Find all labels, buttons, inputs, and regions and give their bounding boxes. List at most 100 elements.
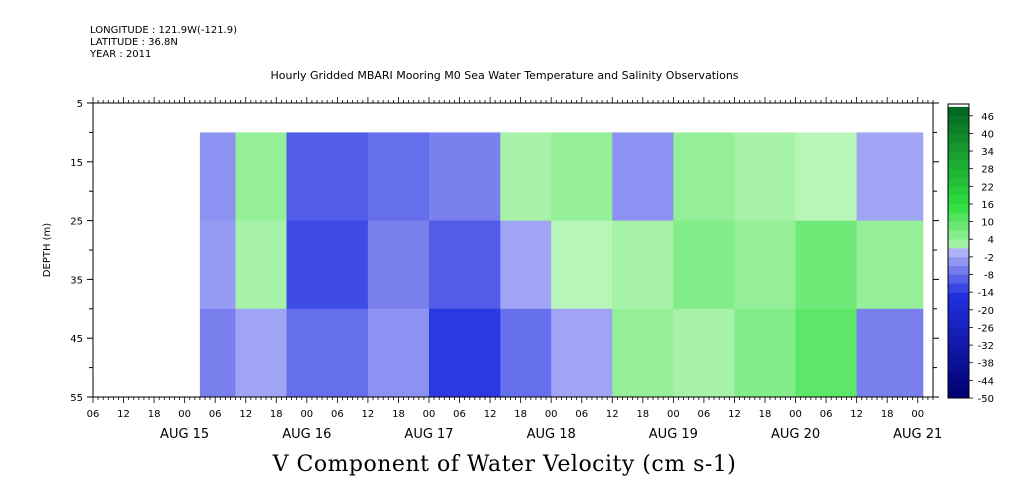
- x-day-label: AUG 16: [282, 427, 331, 442]
- heatmap-cell: [235, 308, 287, 398]
- x-day-label: AUG 20: [771, 427, 820, 442]
- heatmap-cell: [856, 220, 924, 310]
- latitude-label: LATITUDE : 36.8N: [90, 37, 178, 48]
- x-hour-label: 12: [117, 409, 130, 420]
- colorbar-label: -2: [984, 253, 994, 264]
- colorbar-swatch: [948, 353, 969, 363]
- x-hour-label: 06: [209, 409, 222, 420]
- heatmap-cell: [795, 132, 858, 222]
- y-axis-title: DEPTH (m): [42, 223, 53, 277]
- heatmap-cell: [235, 220, 287, 310]
- x-hour-label: 00: [667, 409, 680, 420]
- heatmap-cell: [734, 132, 797, 222]
- colorbar-swatch: [948, 380, 969, 390]
- colorbar-swatch: [948, 389, 969, 399]
- x-hour-label: 12: [239, 409, 252, 420]
- colorbar-label: -8: [984, 271, 994, 282]
- x-hour-label: 00: [545, 409, 558, 420]
- heatmap-cell: [367, 308, 430, 398]
- x-hour-label: 12: [484, 409, 497, 420]
- x-hour-label: 18: [514, 409, 527, 420]
- y-tick-label: 25: [70, 217, 83, 228]
- x-hour-label: 00: [178, 409, 191, 420]
- colorbar-swatch: [948, 115, 969, 125]
- colorbar-swatch: [948, 318, 969, 328]
- heatmap-cell: [367, 132, 430, 222]
- heatmap-cell: [429, 308, 501, 398]
- heatmap-cell: [429, 220, 501, 310]
- x-hour-label: 18: [759, 409, 772, 420]
- x-day-label: AUG 18: [527, 427, 576, 442]
- colorbar-swatch: [948, 248, 969, 258]
- colorbar-swatch: [948, 274, 969, 284]
- x-hour-label: 18: [636, 409, 649, 420]
- x-axis-title: V Component of Water Velocity (cm s-1): [272, 452, 737, 477]
- colorbar-label: 46: [981, 112, 994, 123]
- x-hour-label: 00: [423, 409, 436, 420]
- colorbar-swatch: [948, 186, 969, 196]
- colorbar-swatch: [948, 239, 969, 249]
- colorbar-swatch: [948, 159, 969, 169]
- colorbar-swatch: [948, 142, 969, 152]
- colorbar-frame: [947, 103, 970, 399]
- heatmap-cell: [612, 308, 674, 398]
- x-hour-label: 18: [392, 409, 405, 420]
- x-hour-label: 00: [911, 409, 924, 420]
- colorbar-swatch: [948, 345, 969, 355]
- x-hour-label: 06: [87, 409, 100, 420]
- heatmap-cell: [235, 132, 287, 222]
- colorbar-swatch: [948, 204, 969, 214]
- colorbar-label: -50: [978, 394, 994, 405]
- y-tick-label: 55: [70, 393, 83, 404]
- colorbar-swatch: [948, 106, 969, 116]
- heatmap-cell: [199, 132, 236, 222]
- x-hour-label: 18: [881, 409, 894, 420]
- heatmap-cell: [673, 220, 735, 310]
- heatmap-cell: [199, 220, 236, 310]
- heatmap-cell: [795, 308, 858, 398]
- colorbar-swatch: [948, 362, 969, 372]
- heatmap-cell: [734, 308, 797, 398]
- x-hour-label: 12: [606, 409, 619, 420]
- colorbar-swatch: [948, 124, 969, 134]
- heatmap-cell: [286, 220, 369, 310]
- x-day-label: AUG 19: [649, 427, 698, 442]
- colorbar-label: -38: [978, 359, 994, 370]
- colorbar-label: -14: [978, 288, 994, 299]
- heatmap-cell: [612, 220, 674, 310]
- heatmap-cell: [612, 132, 674, 222]
- heatmap-cell: [856, 308, 924, 398]
- y-tick-label: 45: [70, 334, 83, 345]
- colorbar-label: 28: [981, 165, 994, 176]
- heatmap-cell: [500, 132, 552, 222]
- x-day-label: AUG 17: [404, 427, 453, 442]
- x-hour-label: 06: [453, 409, 466, 420]
- colorbar-swatch: [948, 309, 969, 319]
- heatmap-cell: [551, 132, 613, 222]
- colorbar-label: -32: [978, 341, 994, 352]
- heatmap-cell: [286, 308, 369, 398]
- x-hour-label: 18: [148, 409, 161, 420]
- colorbar-swatch: [948, 301, 969, 311]
- colorbar-label: 4: [988, 235, 994, 246]
- heatmap-cell: [551, 220, 613, 310]
- colorbar-label: 40: [981, 129, 994, 140]
- colorbar-swatch: [948, 212, 969, 222]
- heatmap-cell: [673, 132, 735, 222]
- colorbar-swatch: [948, 133, 969, 143]
- colorbar-label: -44: [978, 376, 994, 387]
- heatmap-cell: [500, 308, 552, 398]
- x-hour-label: 00: [300, 409, 313, 420]
- x-hour-label: 00: [789, 409, 802, 420]
- y-tick-label: 15: [70, 158, 83, 169]
- x-hour-label: 06: [820, 409, 833, 420]
- colorbar-swatch: [948, 195, 969, 205]
- colorbar-swatch: [948, 151, 969, 161]
- colorbar-label: -20: [978, 306, 994, 317]
- colorbar-label: 16: [981, 200, 994, 211]
- chart-title: Hourly Gridded MBARI Mooring M0 Sea Wate…: [270, 69, 739, 82]
- colorbar-label: -26: [978, 323, 994, 334]
- heatmap-cell: [734, 220, 797, 310]
- colorbar-swatch: [948, 327, 969, 337]
